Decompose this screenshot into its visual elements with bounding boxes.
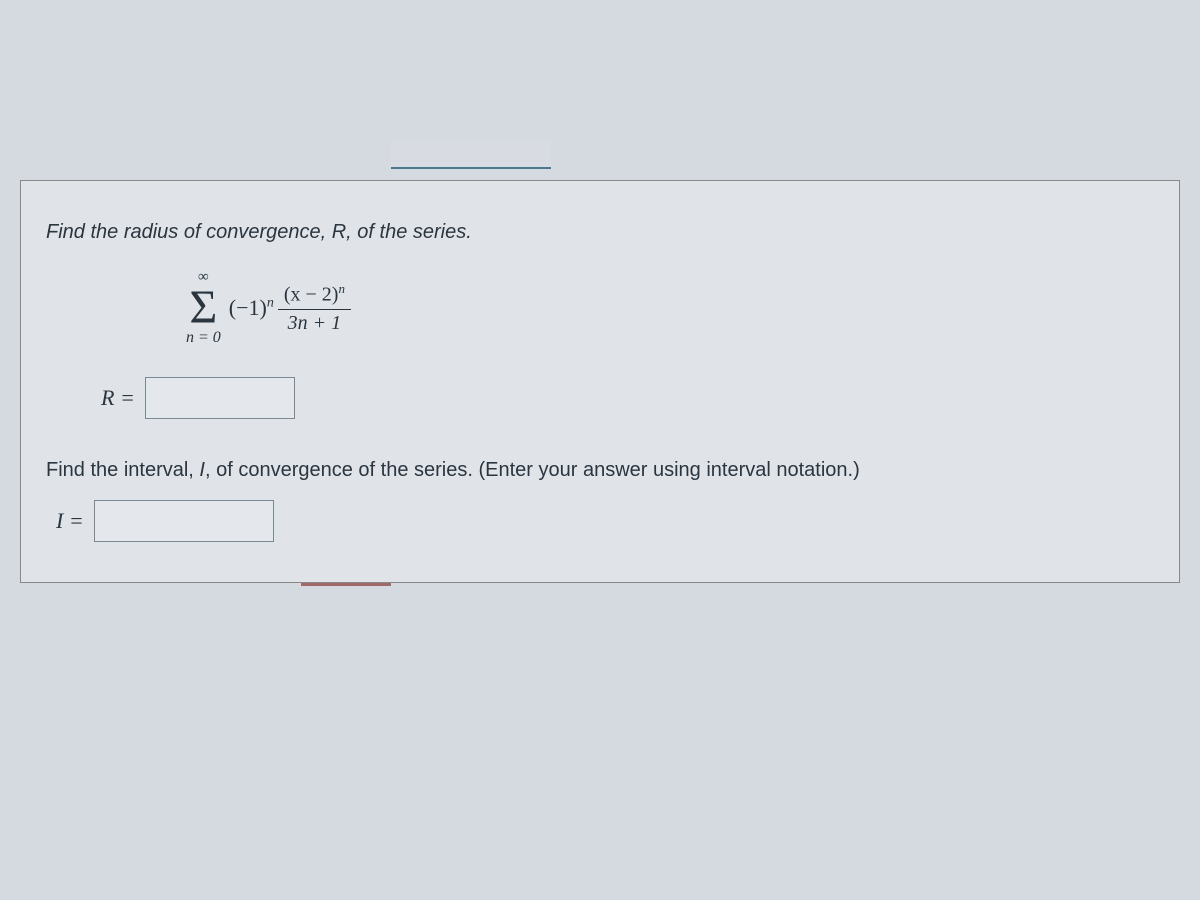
series-term: (−1)n (x − 2)n 3n + 1: [229, 281, 351, 335]
coefficient: (−1)n: [229, 295, 274, 321]
bottom-accent: [301, 583, 391, 586]
prompt-radius: Find the radius of convergence, R, of th…: [46, 221, 1154, 244]
fraction: (x − 2)n 3n + 1: [278, 281, 351, 335]
interval-label: I =: [56, 508, 84, 534]
prev-answer-underline: [391, 141, 551, 169]
interval-input[interactable]: [94, 500, 274, 542]
num-base: (x − 2): [284, 284, 339, 306]
sigma-lower-limit: n = 0: [186, 329, 221, 347]
interval-answer-row: I =: [56, 500, 1154, 542]
question-panel: Find the radius of convergence, R, of th…: [20, 180, 1180, 583]
radius-label: R =: [101, 385, 135, 411]
numerator: (x − 2)n: [278, 281, 351, 310]
coef-base: (−1): [229, 295, 267, 320]
radius-input[interactable]: [145, 377, 295, 419]
prompt-interval: Find the interval, I, of convergence of …: [46, 459, 1154, 482]
denominator: 3n + 1: [282, 310, 348, 335]
prompt2-post: , of convergence of the series. (Enter y…: [205, 459, 860, 481]
num-exp: n: [338, 281, 345, 296]
sigma-symbol: Σ: [189, 286, 217, 329]
prompt2-pre: Find the interval,: [46, 459, 199, 481]
series-expression: ∞ Σ n = 0 (−1)n (x − 2)n 3n + 1: [186, 269, 1154, 347]
coef-exp: n: [267, 296, 274, 311]
radius-answer-row: R =: [101, 377, 1154, 419]
sigma-notation: ∞ Σ n = 0: [186, 269, 221, 347]
